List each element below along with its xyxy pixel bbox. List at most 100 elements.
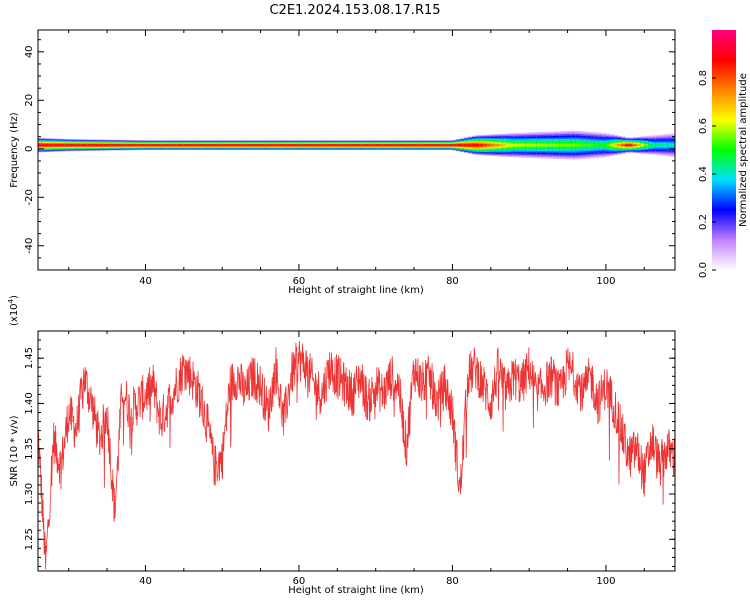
- colorbar-ticks: 0.0 0.2 0.4 0.6 0.8: [698, 70, 716, 278]
- spectrogram-cell: [563, 143, 569, 147]
- spectrogram-cell: [371, 144, 377, 146]
- colorbar-tick-label: 0.8: [698, 70, 709, 86]
- spectrogram-cell: [87, 144, 93, 146]
- y-tick-label: 1.35: [24, 438, 35, 460]
- spectrogram-cell: [49, 144, 54, 146]
- spectrogram-cell: [605, 143, 611, 147]
- spectrogram-cell: [145, 144, 150, 146]
- spectrogram-cell: [644, 144, 649, 147]
- spectrogram-cell: [494, 143, 500, 147]
- spectrogram-cell: [195, 144, 200, 146]
- spectrogram-cell: [295, 144, 300, 146]
- spectrogram-cell: [84, 144, 89, 146]
- spectrogram-cell: [667, 143, 672, 147]
- spectrogram-cell: [126, 144, 131, 146]
- spectrogram-cell: [107, 144, 112, 146]
- spectrogram-cell: [640, 144, 645, 147]
- spectrogram-cell: [475, 144, 480, 147]
- spectrogram-cell: [598, 143, 603, 147]
- spectrogram-cell: [187, 144, 193, 146]
- spectrogram-cell: [149, 144, 154, 146]
- spectrogram-cell: [199, 144, 204, 146]
- spectrogram-cell: [448, 144, 454, 146]
- spectrogram-cell: [621, 144, 626, 147]
- spectrogram-cell: [663, 143, 668, 147]
- snr-xlabel: Height of straight line (km): [288, 585, 424, 596]
- spectrogram-cell: [45, 144, 51, 146]
- snr-multiplier-exp: 4: [7, 298, 15, 303]
- spectrogram-cell: [529, 143, 534, 147]
- spectrogram-cell: [80, 144, 85, 146]
- spectrogram-cell: [625, 144, 630, 147]
- spectrogram-cell: [133, 144, 139, 146]
- spectrogram-cell: [218, 144, 223, 146]
- x-tick-label: 100: [596, 576, 615, 587]
- spectrogram-cell: [329, 144, 335, 146]
- spectrogram-cell: [655, 144, 661, 147]
- spectrogram-cell: [467, 144, 473, 147]
- spectrogram-cell: [586, 143, 592, 147]
- spectrogram-cell: [352, 144, 358, 146]
- spectrogram-cell: [252, 144, 258, 146]
- spectrogram-cell: [130, 144, 135, 146]
- snr-frame: [37, 330, 676, 572]
- spectrogram-cell: [229, 144, 235, 146]
- spectrogram-cell: [452, 144, 457, 146]
- colorbar-tick-label: 0.2: [698, 214, 709, 230]
- spectrogram-cell: [210, 144, 216, 146]
- spectrogram-cell: [582, 143, 588, 147]
- spectrogram-cell: [671, 143, 675, 147]
- spectrogram-cell: [226, 144, 231, 146]
- spectrogram-cell: [344, 144, 350, 146]
- spectrogram-cell: [203, 144, 208, 146]
- spectrogram-cell: [632, 144, 638, 147]
- spectrogram-cell: [310, 144, 315, 146]
- spectrogram-cell: [298, 144, 304, 146]
- y-tick-label: -40: [24, 238, 35, 254]
- spectrogram-cell: [318, 144, 323, 146]
- spectrogram-cell: [636, 144, 642, 147]
- spectrogram-cell: [479, 144, 484, 147]
- spectrogram-cell: [72, 144, 77, 146]
- snr-ylabel: SNR (10 * v/v): [9, 415, 20, 486]
- spectrogram-cell: [260, 144, 266, 146]
- x-tick-label: 80: [446, 276, 459, 287]
- spectrogram-cell: [594, 143, 599, 147]
- spectrogram-cell: [609, 143, 615, 147]
- spectrogram-cell: [53, 144, 58, 146]
- x-tick-label: 100: [596, 276, 615, 287]
- spectrogram-cell: [283, 144, 289, 146]
- spectrogram-cell: [628, 144, 634, 146]
- spectrogram-cell: [287, 144, 292, 146]
- spectrogram-cell: [498, 143, 503, 147]
- spectrogram-cell: [613, 144, 619, 147]
- spectrogram-cell: [291, 144, 296, 146]
- spectrogram-cell: [302, 144, 308, 146]
- spectrogram-cell: [383, 144, 388, 146]
- spectrogram-cell: [617, 144, 622, 147]
- x-tick-label: 40: [139, 276, 152, 287]
- spectrogram-cell: [333, 144, 338, 146]
- spectrogram-cell: [306, 144, 312, 146]
- spectrogram-cell: [544, 143, 549, 147]
- spectrogram-cell: [540, 143, 546, 147]
- spectrogram-cell: [391, 144, 396, 146]
- spectrogram-cell: [379, 144, 384, 146]
- spectrogram-cell: [517, 143, 523, 147]
- x-tick-label: 60: [293, 276, 306, 287]
- spectrogram-cell: [506, 143, 511, 147]
- spectrogram-cell: [160, 144, 166, 146]
- y-tick-label: 1.25: [24, 528, 35, 550]
- y-tick-label: -20: [24, 189, 35, 205]
- y-tick-label: 1.30: [24, 483, 35, 505]
- spectrogram-cell: [429, 144, 434, 146]
- spectrogram-cell: [552, 143, 557, 147]
- spectrogram-cell: [91, 144, 97, 146]
- colorbar-tick-label: 0.6: [698, 118, 709, 134]
- spectrogram-cell: [525, 143, 530, 147]
- spectrogram-cell: [241, 144, 246, 146]
- spectrogram-cell: [222, 144, 227, 146]
- spectrogram-cell: [533, 143, 538, 147]
- x-tick-label: 80: [446, 576, 459, 587]
- spectrogram-cell: [490, 143, 496, 147]
